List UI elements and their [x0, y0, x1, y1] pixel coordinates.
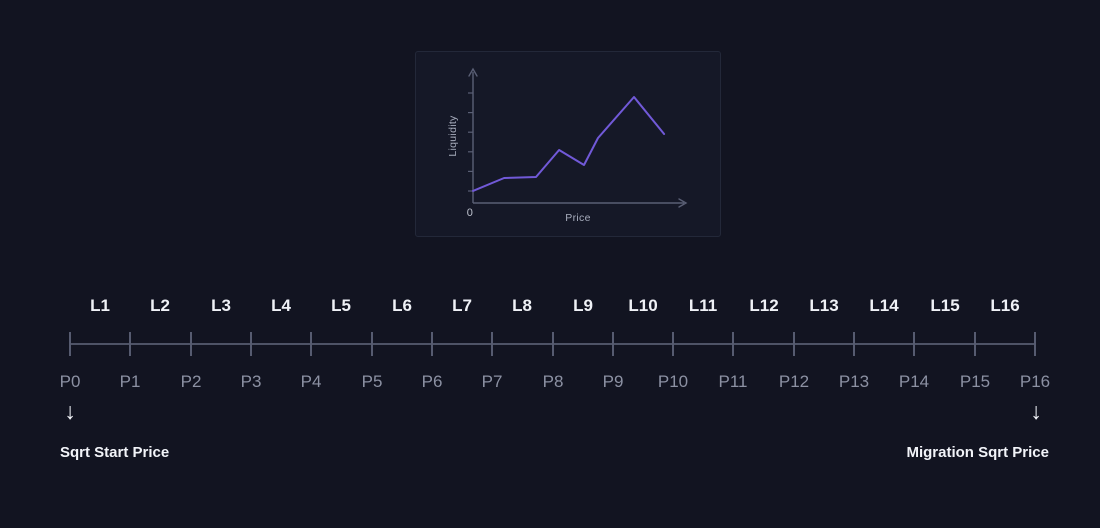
price-point-label: P15	[959, 372, 991, 391]
ruler-tick	[672, 332, 674, 356]
ruler-tick	[612, 332, 614, 356]
ruler-tick	[190, 332, 192, 356]
ruler-tick	[552, 332, 554, 356]
ruler-tick	[371, 332, 373, 356]
price-point-label: P11	[718, 372, 748, 391]
segment-label: L6	[392, 296, 412, 315]
ruler-tick	[913, 332, 915, 356]
end-down-arrow-icon: ↓	[1030, 398, 1042, 424]
liquidity-curve	[472, 96, 666, 192]
price-point-label: P12	[778, 372, 810, 391]
segment-label: L13	[809, 296, 839, 315]
ruler-tick	[310, 332, 312, 356]
segment-label: L1	[90, 296, 110, 315]
segment-label: L4	[271, 296, 291, 315]
start-down-arrow-icon: ↓	[64, 398, 76, 424]
origin-label: 0	[466, 207, 474, 219]
price-point-label: P3	[240, 372, 262, 391]
segment-label: L3	[211, 296, 231, 315]
price-point-label: P1	[119, 372, 141, 391]
segment-label: L16	[990, 296, 1020, 315]
segment-label: L5	[331, 296, 351, 315]
migration-sqrt-price-label: Migration Sqrt Price	[906, 444, 1049, 461]
price-point-label: P10	[657, 372, 689, 391]
segment-label: L14	[869, 296, 899, 315]
price-point-label: P6	[421, 372, 443, 391]
ruler-tick	[1034, 332, 1036, 356]
x-axis-label: Price	[565, 212, 591, 224]
price-point-label: P16	[1019, 372, 1051, 391]
segment-label: L9	[573, 296, 593, 315]
sqrt-start-price-label: Sqrt Start Price	[60, 444, 170, 461]
price-point-label: P14	[898, 372, 930, 391]
price-point-label: P8	[542, 372, 564, 391]
segment-label: L8	[512, 296, 532, 315]
price-point-label: P9	[602, 372, 624, 391]
price-point-label: P0	[59, 372, 81, 391]
ruler-tick	[431, 332, 433, 356]
ruler-tick	[250, 332, 252, 356]
liquidity-chart-card: Liquidity Price 0	[415, 51, 721, 237]
segment-label: L11	[688, 296, 718, 315]
price-point-label: P13	[838, 372, 870, 391]
y-axis-arrowhead	[468, 67, 478, 77]
ruler-tick	[793, 332, 795, 356]
ruler-tick	[732, 332, 734, 356]
ruler-tick	[491, 332, 493, 356]
ruler-tick	[974, 332, 976, 356]
price-point-label: P2	[180, 372, 202, 391]
ruler-tick	[69, 332, 71, 356]
segment-label: L15	[930, 296, 960, 315]
x-axis-arrowhead	[678, 198, 688, 208]
price-point-label: P7	[481, 372, 503, 391]
segment-label: L7	[452, 296, 472, 315]
segment-label: L2	[150, 296, 170, 315]
ruler-tick	[129, 332, 131, 356]
ruler-tick	[853, 332, 855, 356]
price-point-label: P4	[300, 372, 322, 391]
y-axis-label: Liquidity	[447, 115, 459, 157]
liquidity-curve-chart	[468, 67, 688, 208]
segment-label: L12	[749, 296, 779, 315]
segment-label: L10	[628, 296, 658, 315]
price-point-label: P5	[361, 372, 383, 391]
